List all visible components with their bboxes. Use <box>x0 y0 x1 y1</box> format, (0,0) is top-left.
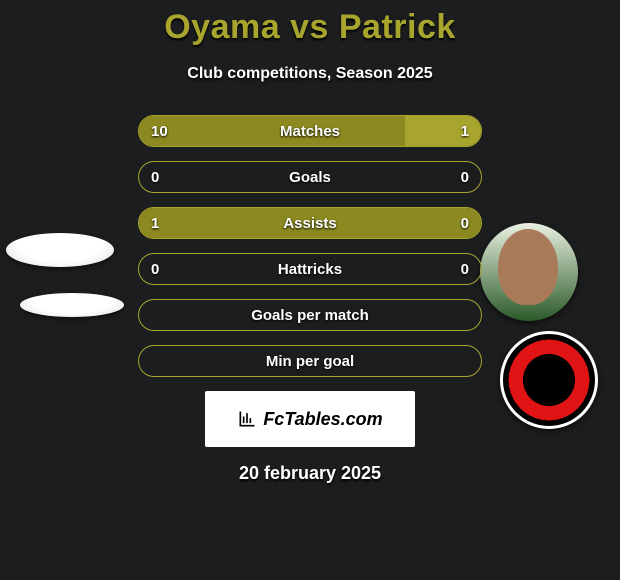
comparison-row: Min per goal <box>138 345 482 377</box>
row-label: Matches <box>139 123 481 140</box>
row-label: Goals per match <box>139 307 481 324</box>
comparison-row: 101Matches <box>138 115 482 147</box>
player-right-avatar <box>480 223 578 321</box>
comparison-row: Goals per match <box>138 299 482 331</box>
comparison-row: 10Assists <box>138 207 482 239</box>
club-left-crest <box>20 293 124 317</box>
row-label: Assists <box>139 215 481 232</box>
club-right-crest <box>500 331 598 429</box>
source-badge-text: FcTables.com <box>263 409 382 430</box>
comparison-row: 00Hattricks <box>138 253 482 285</box>
row-label: Min per goal <box>139 353 481 370</box>
page-subtitle: Club competitions, Season 2025 <box>0 65 620 83</box>
chart-icon <box>237 409 257 429</box>
player-left-avatar <box>6 233 114 267</box>
comparison-chart: 101Matches 00Goals 10Assists 00Hattricks Goa… <box>0 115 620 484</box>
row-label: Goals <box>139 169 481 186</box>
row-label: Hattricks <box>139 261 481 278</box>
comparison-row: 00Goals <box>138 161 482 193</box>
date-text: 20 february 2025 <box>0 463 620 484</box>
source-badge: FcTables.com <box>205 391 415 447</box>
page-title: Oyama vs Patrick <box>0 0 620 47</box>
